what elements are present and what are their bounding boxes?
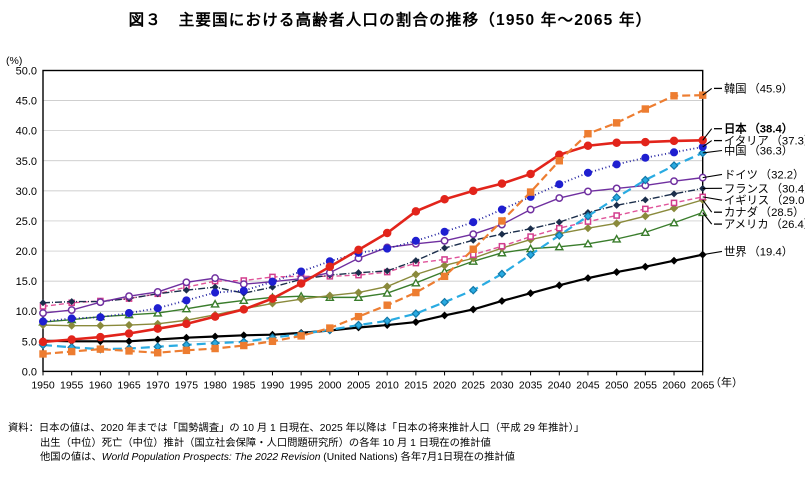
svg-text:2040: 2040 xyxy=(548,379,572,391)
svg-text:1955: 1955 xyxy=(60,379,84,391)
svg-text:中国 （36.3）: 中国 （36.3） xyxy=(724,145,793,158)
svg-text:50.0: 50.0 xyxy=(16,66,37,78)
svg-text:1990: 1990 xyxy=(261,379,285,391)
svg-text:2025: 2025 xyxy=(462,379,486,391)
svg-text:0.0: 0.0 xyxy=(22,366,37,378)
svg-text:2055: 2055 xyxy=(634,379,658,391)
svg-text:フランス （30.4）: フランス （30.4） xyxy=(724,182,805,195)
svg-text:アメリカ （26.4）: アメリカ （26.4） xyxy=(724,218,805,231)
svg-text:30.0: 30.0 xyxy=(16,186,37,198)
svg-text:2050: 2050 xyxy=(605,379,629,391)
svg-text:1985: 1985 xyxy=(232,379,256,391)
svg-text:1960: 1960 xyxy=(89,379,113,391)
svg-text:45.0: 45.0 xyxy=(16,96,37,108)
svg-text:韓国 （45.9）: 韓国 （45.9） xyxy=(724,82,793,95)
svg-text:2015: 2015 xyxy=(404,379,428,391)
svg-text:2000: 2000 xyxy=(318,379,342,391)
svg-text:20.0: 20.0 xyxy=(16,246,37,258)
svg-text:ドイツ （32.2）: ドイツ （32.2） xyxy=(724,168,804,181)
svg-text:2005: 2005 xyxy=(347,379,371,391)
svg-text:2010: 2010 xyxy=(376,379,400,391)
svg-text:1950: 1950 xyxy=(31,379,55,391)
svg-text:2020: 2020 xyxy=(433,379,457,391)
svg-text:1970: 1970 xyxy=(146,379,170,391)
svg-text:2045: 2045 xyxy=(576,379,600,391)
svg-text:35.0: 35.0 xyxy=(16,156,37,168)
svg-text:1980: 1980 xyxy=(203,379,227,391)
svg-text:1995: 1995 xyxy=(289,379,313,391)
svg-text:40.0: 40.0 xyxy=(16,126,37,138)
svg-text:15.0: 15.0 xyxy=(16,276,37,288)
svg-text:1975: 1975 xyxy=(175,379,199,391)
svg-text:2035: 2035 xyxy=(519,379,543,391)
svg-text:2060: 2060 xyxy=(662,379,686,391)
svg-text:1965: 1965 xyxy=(117,379,141,391)
svg-text:カナダ （28.5）: カナダ （28.5） xyxy=(724,205,804,219)
svg-text:10.0: 10.0 xyxy=(16,306,37,318)
svg-text:5.0: 5.0 xyxy=(22,336,37,348)
svg-text:25.0: 25.0 xyxy=(16,216,37,228)
svg-text:世界 （19.4）: 世界 （19.4） xyxy=(724,245,793,258)
svg-text:日本 （38.4）: 日本 （38.4） xyxy=(724,122,793,136)
svg-text:2030: 2030 xyxy=(490,379,514,391)
svg-text:イギリス （29.0）: イギリス （29.0） xyxy=(724,194,805,207)
